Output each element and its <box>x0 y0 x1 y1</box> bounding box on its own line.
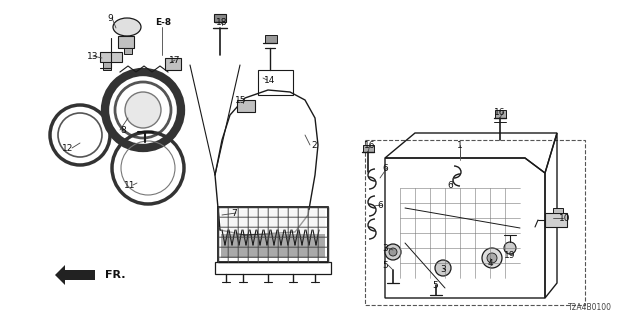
Text: 19: 19 <box>504 251 516 260</box>
Bar <box>221 210 325 234</box>
Text: 2: 2 <box>311 140 317 149</box>
Bar <box>258 70 293 95</box>
Bar <box>103 62 111 70</box>
Bar <box>218 207 328 262</box>
Circle shape <box>125 92 161 128</box>
Bar <box>124 48 132 54</box>
Text: 9: 9 <box>107 13 113 22</box>
Bar <box>545 213 567 227</box>
Text: 13: 13 <box>87 52 99 60</box>
Circle shape <box>504 242 516 254</box>
Text: 8: 8 <box>120 125 126 134</box>
Bar <box>215 262 331 274</box>
Circle shape <box>487 253 497 263</box>
Bar <box>265 35 277 43</box>
Text: 16: 16 <box>494 108 506 116</box>
Text: T2A4B0100: T2A4B0100 <box>568 303 612 313</box>
Text: 6: 6 <box>447 180 453 189</box>
Text: 10: 10 <box>559 213 571 222</box>
Circle shape <box>435 260 451 276</box>
Polygon shape <box>60 270 95 280</box>
Text: 14: 14 <box>264 76 276 84</box>
Text: 11: 11 <box>124 180 136 189</box>
Bar <box>214 14 226 22</box>
Circle shape <box>482 248 502 268</box>
Bar <box>100 52 122 62</box>
Text: 4: 4 <box>487 259 493 268</box>
Bar <box>218 207 328 262</box>
Bar <box>495 110 506 118</box>
Bar <box>363 145 374 152</box>
Text: 18: 18 <box>216 18 228 27</box>
Text: 5: 5 <box>432 281 438 290</box>
Bar <box>553 208 563 213</box>
Ellipse shape <box>113 18 141 36</box>
Bar <box>365 140 585 305</box>
Text: E-8: E-8 <box>155 18 171 27</box>
Text: 1: 1 <box>457 140 463 149</box>
Text: 12: 12 <box>62 143 74 153</box>
Bar <box>118 36 134 48</box>
Text: 6: 6 <box>382 164 388 172</box>
Text: FR.: FR. <box>105 270 125 280</box>
Text: 7: 7 <box>231 209 237 218</box>
Text: 3: 3 <box>382 244 388 252</box>
Circle shape <box>389 248 397 256</box>
Text: 5: 5 <box>382 260 388 269</box>
Text: 6: 6 <box>377 201 383 210</box>
Bar <box>221 234 325 258</box>
Polygon shape <box>55 265 65 285</box>
Text: 17: 17 <box>169 55 180 65</box>
Text: 16: 16 <box>364 140 376 149</box>
Text: 15: 15 <box>236 95 247 105</box>
Bar <box>165 58 181 70</box>
Bar <box>237 100 255 112</box>
Circle shape <box>385 244 401 260</box>
Text: 3: 3 <box>440 266 446 275</box>
